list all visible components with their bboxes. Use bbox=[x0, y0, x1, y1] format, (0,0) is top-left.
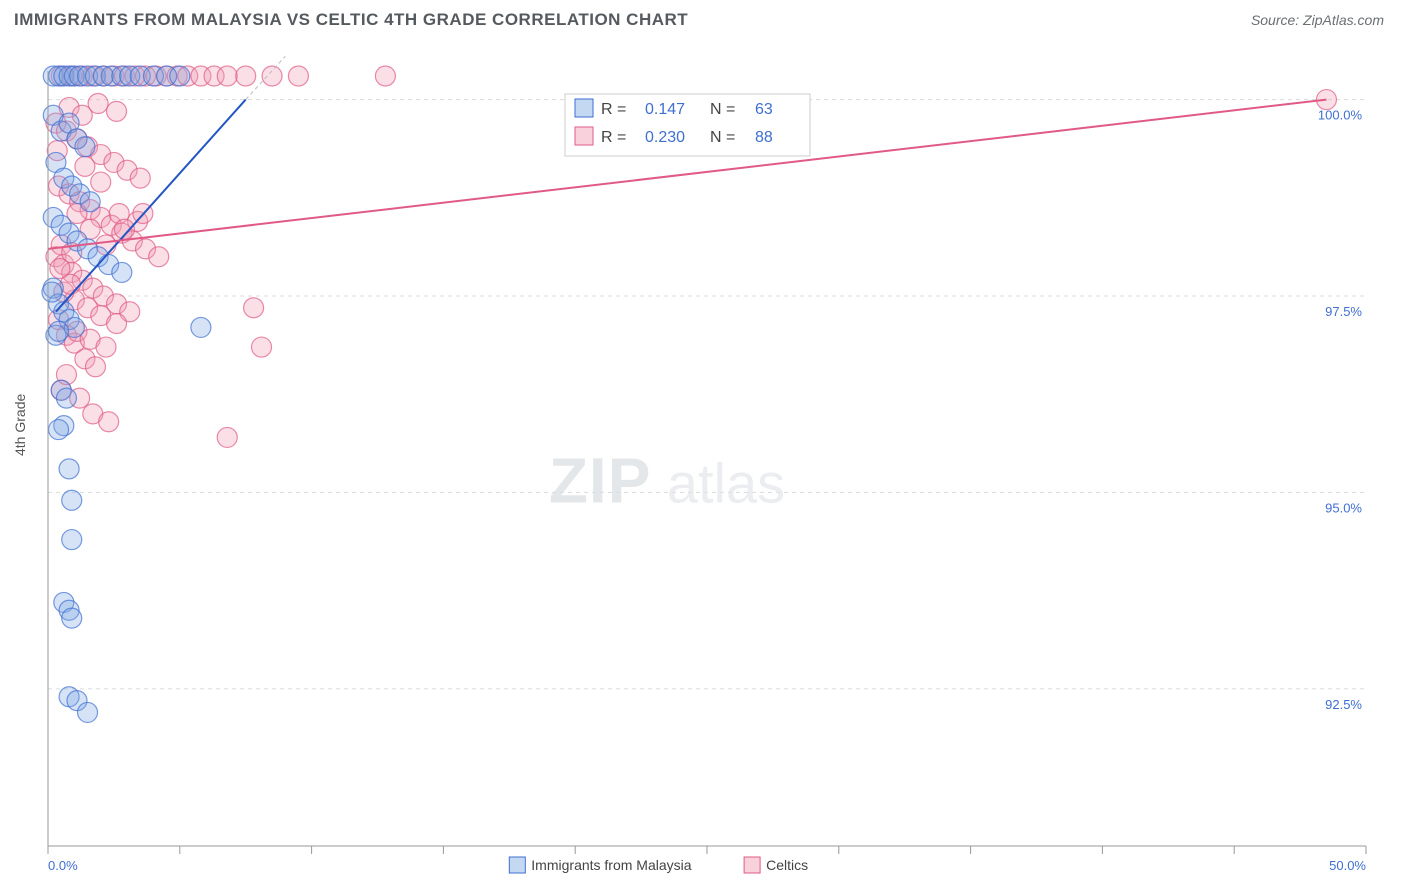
y-tick-label: 97.5% bbox=[1325, 304, 1362, 319]
scatter-point-malaysia bbox=[80, 192, 100, 212]
chart-header: IMMIGRANTS FROM MALAYSIA VS CELTIC 4TH G… bbox=[0, 0, 1406, 36]
scatter-point-celtics bbox=[75, 156, 95, 176]
legend-r-value: 0.230 bbox=[645, 129, 685, 146]
legend-r-label: R = bbox=[601, 129, 626, 146]
scatter-point-celtics bbox=[107, 314, 127, 334]
y-tick-label: 92.5% bbox=[1325, 697, 1362, 712]
bottom-legend-label: Immigrants from Malaysia bbox=[531, 857, 691, 873]
watermark: atlas bbox=[667, 451, 785, 514]
y-tick-label: 95.0% bbox=[1325, 500, 1362, 515]
legend-r-label: R = bbox=[601, 101, 626, 118]
bottom-legend-label: Celtics bbox=[766, 857, 808, 873]
scatter-point-celtics bbox=[217, 66, 237, 86]
scatter-point-malaysia bbox=[112, 262, 132, 282]
scatter-point-celtics bbox=[85, 357, 105, 377]
legend-n-value: 88 bbox=[755, 129, 773, 146]
scatter-point-celtics bbox=[130, 168, 150, 188]
scatter-point-celtics bbox=[96, 337, 116, 357]
scatter-point-celtics bbox=[262, 66, 282, 86]
scatter-point-celtics bbox=[252, 337, 272, 357]
chart-title: IMMIGRANTS FROM MALAYSIA VS CELTIC 4TH G… bbox=[14, 10, 688, 30]
scatter-point-celtics bbox=[149, 247, 169, 267]
scatter-point-malaysia bbox=[78, 702, 98, 722]
watermark: ZIP bbox=[549, 444, 652, 516]
scatter-point-malaysia bbox=[49, 321, 69, 341]
chart-area: 4th Grade 92.5%95.0%97.5%100.0%ZIPatlas0… bbox=[0, 36, 1406, 886]
legend-n-label: N = bbox=[710, 101, 735, 118]
scatter-chart: 92.5%95.0%97.5%100.0%ZIPatlas0.0%50.0%R … bbox=[0, 36, 1406, 886]
scatter-point-malaysia bbox=[170, 66, 190, 86]
scatter-point-malaysia bbox=[62, 490, 82, 510]
scatter-point-celtics bbox=[236, 66, 256, 86]
x-tick-label: 0.0% bbox=[48, 858, 78, 873]
y-axis-label: 4th Grade bbox=[12, 394, 28, 456]
scatter-point-celtics bbox=[99, 412, 119, 432]
scatter-point-malaysia bbox=[191, 317, 211, 337]
legend-swatch bbox=[575, 127, 593, 145]
legend-n-value: 63 bbox=[755, 101, 773, 118]
scatter-point-celtics bbox=[288, 66, 308, 86]
legend-swatch bbox=[575, 99, 593, 117]
bottom-legend-swatch bbox=[744, 857, 760, 873]
scatter-point-malaysia bbox=[49, 420, 69, 440]
scatter-point-celtics bbox=[244, 298, 264, 318]
scatter-point-malaysia bbox=[62, 530, 82, 550]
legend-n-label: N = bbox=[710, 129, 735, 146]
chart-source: Source: ZipAtlas.com bbox=[1251, 12, 1384, 28]
scatter-point-celtics bbox=[107, 101, 127, 121]
scatter-point-celtics bbox=[88, 94, 108, 114]
legend-r-value: 0.147 bbox=[645, 101, 685, 118]
scatter-point-celtics bbox=[217, 427, 237, 447]
scatter-point-malaysia bbox=[75, 137, 95, 157]
scatter-point-malaysia bbox=[56, 388, 76, 408]
x-tick-label: 50.0% bbox=[1329, 858, 1366, 873]
scatter-point-malaysia bbox=[59, 459, 79, 479]
scatter-point-celtics bbox=[91, 172, 111, 192]
scatter-point-malaysia bbox=[62, 608, 82, 628]
scatter-point-celtics bbox=[375, 66, 395, 86]
bottom-legend-swatch bbox=[509, 857, 525, 873]
scatter-point-malaysia bbox=[42, 282, 62, 302]
